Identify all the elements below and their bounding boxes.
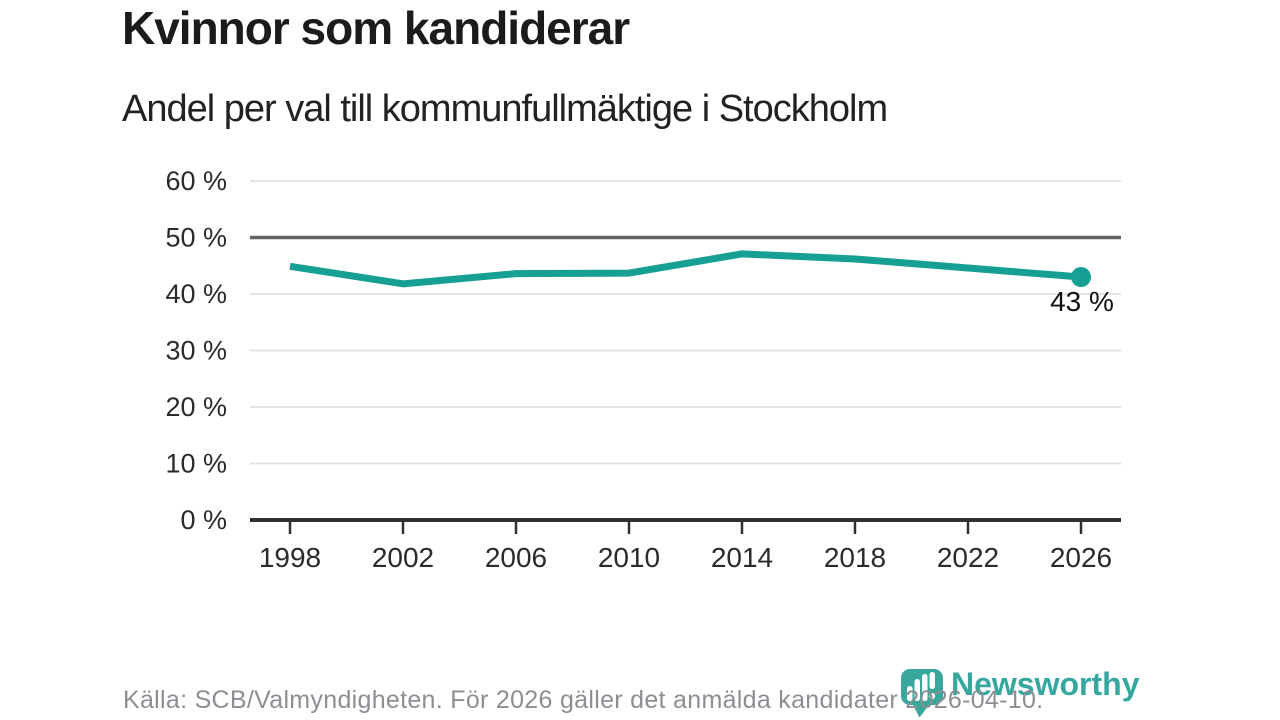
newsworthy-speech-bubble-chart-icon: [901, 669, 943, 718]
source-note: Källa: SCB/Valmyndigheten. För 2026 gäll…: [123, 686, 1044, 714]
newsworthy-logo-text: Newsworthy: [951, 666, 1140, 702]
gridlines: [250, 180, 1121, 465]
svg-text:2026: 2026: [1050, 542, 1112, 573]
svg-text:2010: 2010: [598, 542, 660, 573]
chart-title: Kvinnor som kandiderar: [122, 2, 630, 54]
bar-exclamation-dot: [929, 693, 936, 699]
data-series-line: [289, 250, 1091, 288]
chart-subtitle: Andel per val till kommunfullmäktige i S…: [122, 88, 888, 130]
bar-medium: [914, 679, 920, 701]
svg-text:1998: 1998: [259, 542, 321, 573]
svg-text:43 %: 43 %: [1050, 286, 1114, 317]
bar-exclamation-stem: [929, 672, 935, 689]
svg-text:2014: 2014: [711, 542, 773, 573]
x-axis: [250, 518, 1121, 534]
x-axis-labels: 1998 2002 2006 2010 2014 2018 2022 2026: [259, 542, 1112, 573]
svg-text:2018: 2018: [824, 542, 886, 573]
svg-text:40 %: 40 %: [165, 279, 227, 309]
end-value-label: 43 %: [1050, 286, 1114, 317]
svg-text:20 %: 20 %: [165, 392, 227, 422]
svg-text:60 %: 60 %: [165, 166, 227, 196]
svg-text:10 %: 10 %: [165, 449, 227, 479]
bar-small: [907, 686, 913, 701]
svg-text:50 %: 50 %: [165, 223, 227, 253]
svg-text:0 %: 0 %: [180, 505, 227, 535]
svg-text:2022: 2022: [937, 542, 999, 573]
svg-text:30 %: 30 %: [165, 336, 227, 366]
bar-tall: [922, 674, 928, 701]
y-axis-labels: 0 % 10 % 20 % 30 % 40 % 50 % 60 %: [165, 166, 227, 535]
newsworthy-logo: Newsworthy: [899, 667, 1139, 719]
svg-text:2006: 2006: [485, 542, 547, 573]
svg-text:2002: 2002: [372, 542, 434, 573]
